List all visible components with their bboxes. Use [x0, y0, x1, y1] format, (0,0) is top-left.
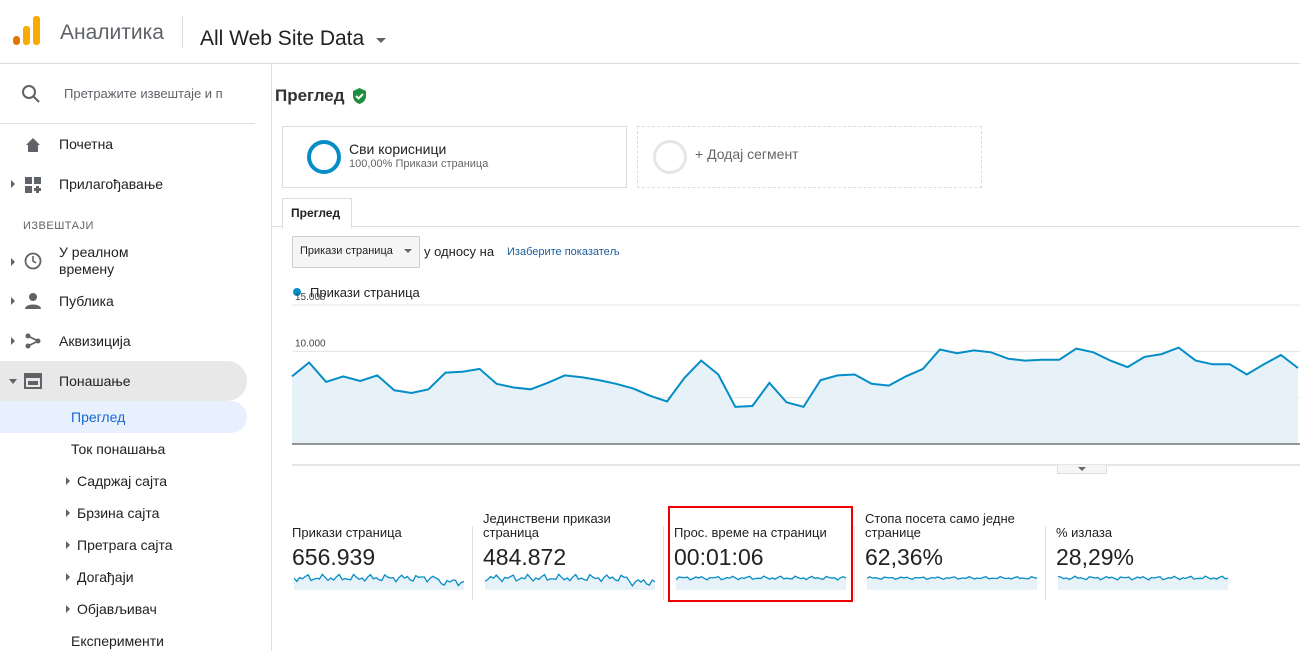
separator	[663, 526, 664, 600]
metric-label: Јединствени прикази страница	[483, 511, 611, 540]
choose-metric-link[interactable]: Изаберите показатељ	[507, 246, 620, 258]
main	[272, 64, 1300, 651]
metric-value: 484.872	[483, 544, 567, 570]
separator	[1045, 526, 1046, 600]
nav-subitem[interactable]: Брзина сајта	[77, 505, 160, 521]
nav-subitem[interactable]: Експерименти	[71, 633, 164, 649]
view-selector[interactable]: All Web Site Data	[200, 27, 365, 50]
legend-label: Прикази страница	[310, 285, 421, 300]
sparkline	[294, 573, 465, 590]
metric-select-label: Прикази страница	[300, 245, 393, 257]
dropdown-arrow	[376, 38, 386, 43]
sparkline	[485, 573, 656, 590]
nav-item[interactable]: Прилагођавање	[59, 176, 164, 192]
segment-detail: 100,00% Прикази страница	[349, 158, 489, 170]
logo	[13, 16, 40, 45]
nav-item[interactable]: У реалном времену	[59, 244, 129, 277]
metric-value: 28,29%	[1056, 544, 1135, 570]
metric-value: 62,36%	[865, 544, 944, 570]
header: Аналитика All Web Site Data	[0, 0, 1300, 64]
metric-value: 00:01:06	[674, 544, 764, 570]
nav-item[interactable]: Понашање	[59, 373, 131, 389]
nav-item[interactable]: Почетна	[59, 136, 114, 152]
line	[291, 346, 1299, 409]
sparkline	[1058, 575, 1229, 590]
metric-label: Прикази страница	[292, 525, 402, 540]
metric-label: Стопа посета само једне странице	[865, 511, 1015, 540]
customize-icon	[25, 177, 41, 193]
segment-name: Сви корисници	[349, 141, 447, 157]
verified-icon	[353, 88, 366, 104]
product-name: Аналитика	[60, 21, 164, 44]
nav-subitem[interactable]: Ток понашања	[71, 441, 166, 457]
nav-item[interactable]: Публика	[59, 293, 114, 309]
segment-card[interactable]	[282, 126, 627, 188]
acquisition-icon	[25, 333, 41, 349]
add-segment[interactable]	[637, 126, 982, 188]
audience-icon	[25, 293, 41, 309]
nav-subitem[interactable]: Догађаји	[77, 569, 134, 585]
nav-subitem[interactable]: Објављивач	[77, 601, 157, 617]
nav-subitem[interactable]: Претрага сајта	[77, 537, 173, 553]
nav-subitem[interactable]: Преглед	[71, 409, 126, 425]
section-label: ИЗВЕШТАЈИ	[23, 220, 94, 232]
area	[292, 347, 1298, 444]
tab[interactable]	[282, 198, 352, 229]
tab-label: Преглед	[291, 206, 341, 220]
add-segment-label: + Додај сегмент	[695, 146, 799, 162]
legend-dot	[293, 288, 301, 296]
active-item	[0, 401, 247, 433]
sidebar: Претражите извештаје и п Почетна Прилаго…	[0, 64, 272, 651]
sparkline	[676, 575, 847, 590]
versus-label: у односу на	[424, 244, 495, 259]
clock-icon	[24, 252, 42, 270]
nav-item[interactable]: Аквизиција	[59, 333, 131, 349]
sparkline	[867, 575, 1038, 590]
add-segment-circle	[653, 140, 687, 174]
metric-label: Прос. време на страници	[674, 525, 827, 540]
search-icon	[22, 85, 40, 103]
highlight-box	[668, 506, 853, 602]
behavior-icon	[24, 373, 42, 389]
page-title: Преглед	[275, 86, 345, 105]
separator	[854, 526, 855, 600]
y-tick-label: 15.000	[295, 292, 326, 303]
metric-label: % излаза	[1056, 525, 1113, 540]
metric-value: 656.939	[292, 544, 376, 570]
separator	[472, 526, 473, 600]
metric-select[interactable]	[292, 236, 420, 268]
y-tick-label: 10.000	[295, 338, 326, 349]
home-icon	[26, 138, 40, 152]
segment-circle	[307, 140, 341, 174]
search-input[interactable]: Претражите извештаје и п	[64, 86, 223, 101]
nav-subitem[interactable]: Садржај сајта	[77, 473, 168, 489]
